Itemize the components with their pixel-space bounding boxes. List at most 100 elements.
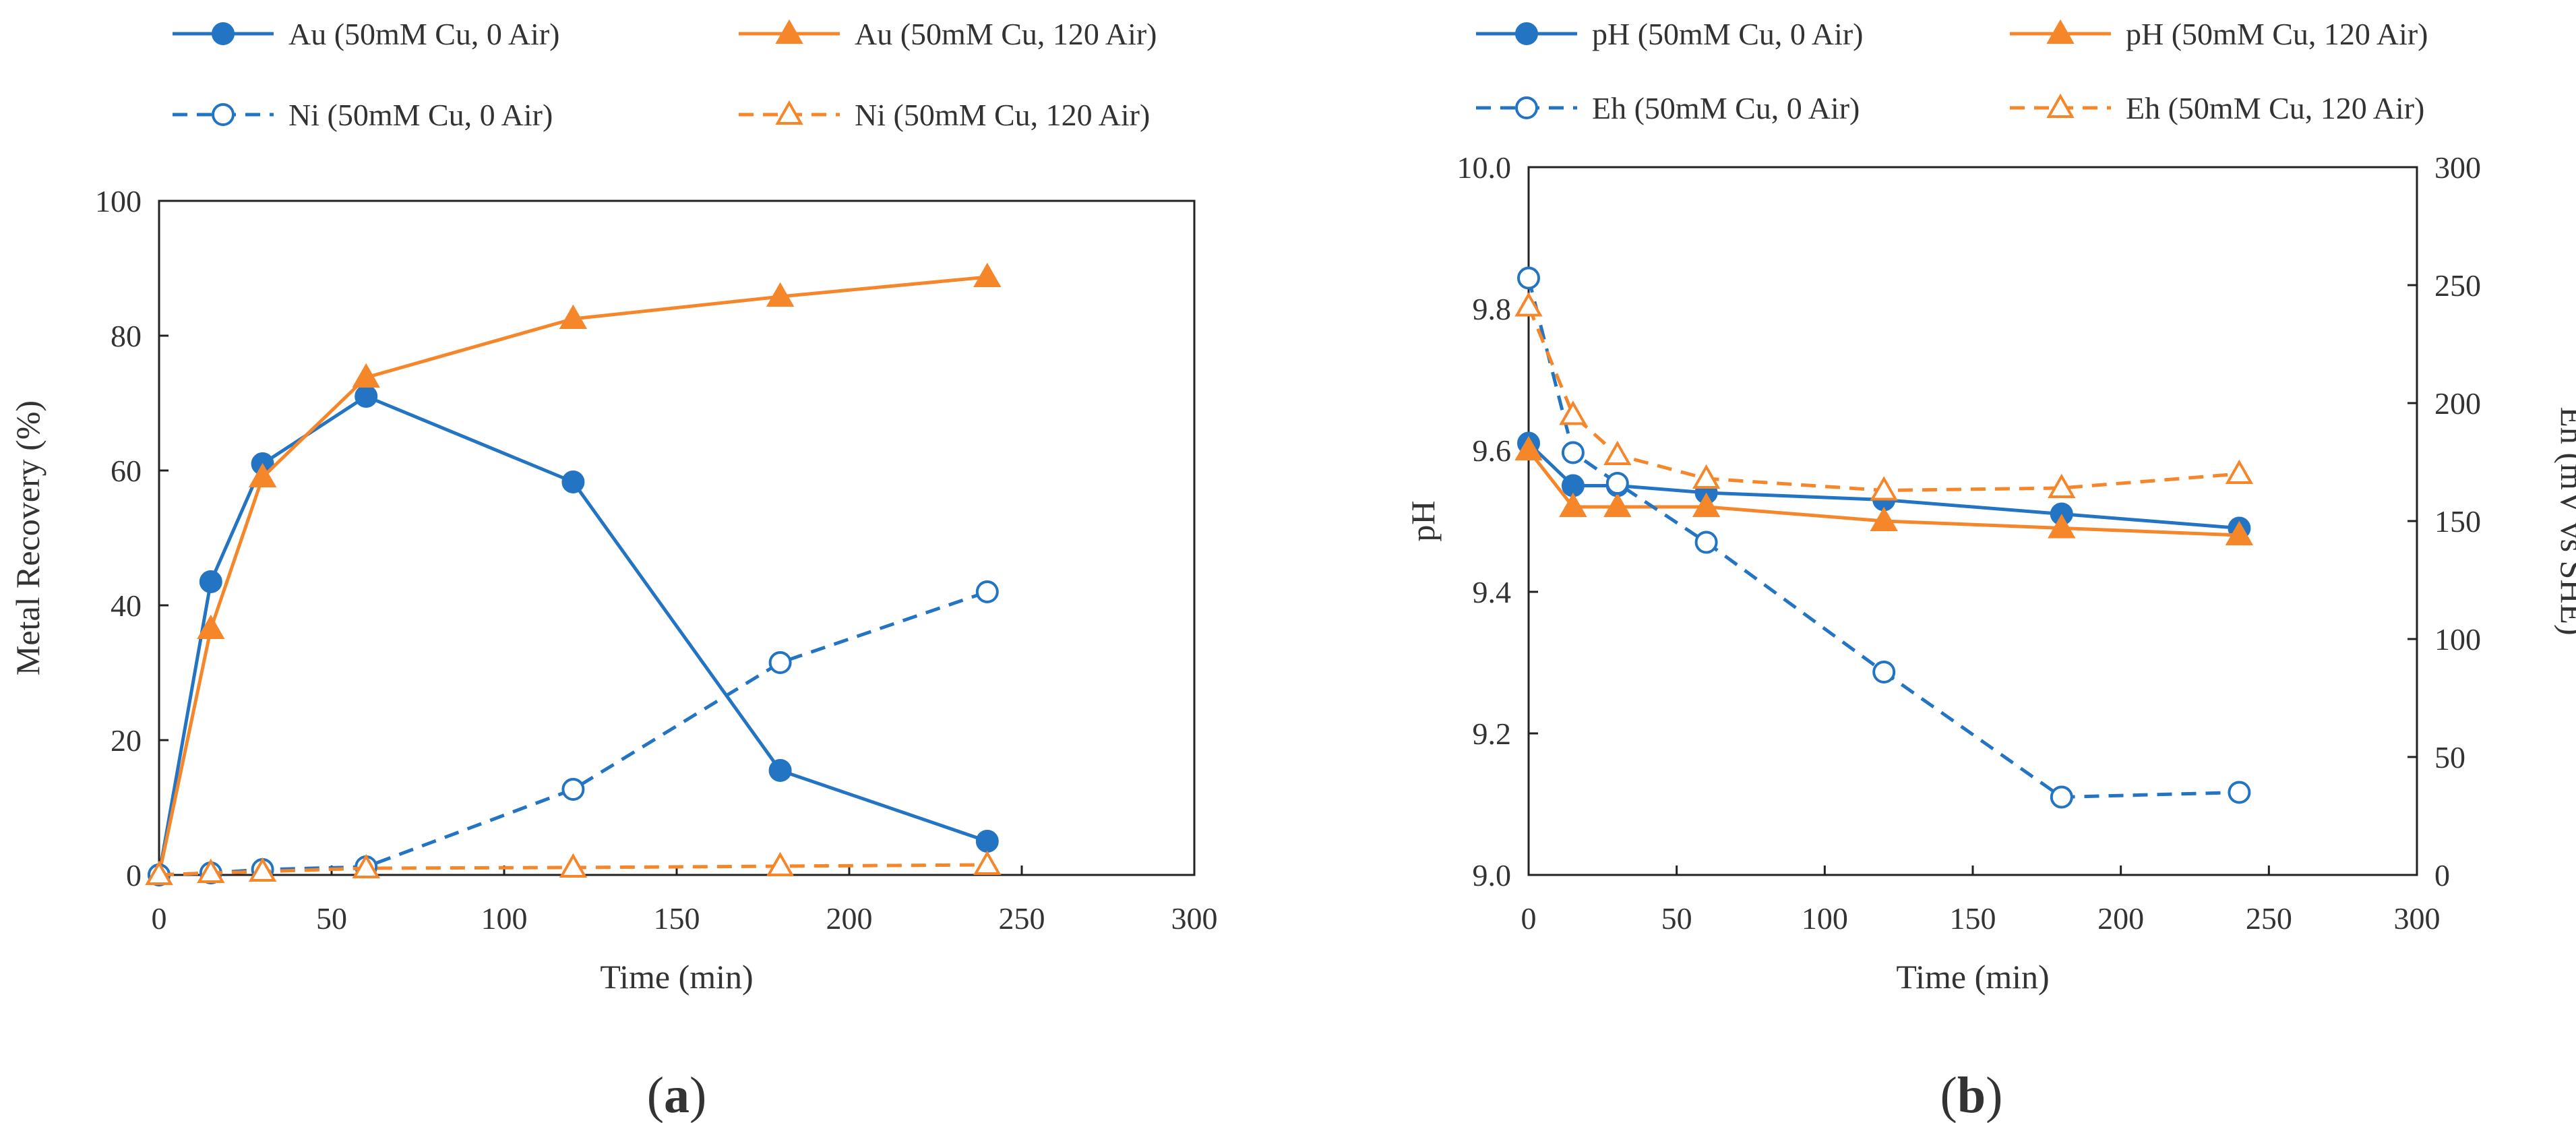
chart-panel-b: 0 50 100 150 200 250 300 9.0 9.2 9.4 9.6 9.8 10.0 0 50…	[1404, 17, 2576, 1123]
data-point	[1692, 464, 1721, 489]
y2-tick-label: 150	[2434, 504, 2481, 539]
legend: pH (50mM Cu, 0 Air) pH (50mM Cu, 120 Air)…	[1476, 17, 2428, 125]
legend-label: Ni (50mM Cu, 0 Air)	[288, 98, 553, 132]
legend-label: Eh (50mM Cu, 120 Air)	[2126, 91, 2424, 125]
data-point	[1870, 506, 1898, 531]
data-point	[1605, 472, 1629, 495]
data-point	[768, 759, 792, 782]
series-3	[1514, 292, 2254, 501]
chart-panel-a: 0 50 100 150 200 250 300 0 20 40 60 80 100 Time (min)…	[9, 17, 1218, 1123]
legend-label: Ni (50mM Cu, 120 Air)	[855, 98, 1150, 132]
y-tick-label: 10.0	[1457, 150, 1512, 185]
y-tick-label: 20	[111, 723, 142, 758]
legend-marker	[775, 100, 803, 125]
legend-marker	[1515, 22, 1538, 45]
series-line	[1527, 305, 2240, 492]
data-point	[975, 830, 999, 853]
data-point	[2048, 514, 2076, 539]
data-point	[1692, 492, 1721, 517]
data-point	[1603, 440, 1632, 465]
data-point	[199, 570, 222, 593]
data-point	[766, 851, 795, 876]
data-point	[768, 651, 792, 674]
y-tick-label: 80	[111, 319, 142, 353]
legend-marker	[212, 103, 235, 126]
series-line	[1527, 277, 2240, 799]
legend-item: Au (50mM Cu, 120 Air)	[739, 17, 1157, 51]
data-point	[248, 857, 277, 882]
y2-axis-label: Eh (mV vs SHE)	[2554, 406, 2576, 635]
y2-tick-label: 100	[2434, 622, 2481, 657]
x-tick-label: 250	[999, 901, 1045, 936]
data-point	[197, 614, 225, 639]
x-tick-label: 200	[826, 901, 873, 936]
x-tick-label: 250	[2246, 901, 2292, 936]
data-point	[248, 462, 277, 487]
data-point	[1559, 400, 1587, 425]
y-tick-label: 100	[95, 184, 142, 218]
legend-item: Ni (50mM Cu, 120 Air)	[739, 98, 1150, 132]
data-point	[766, 282, 795, 307]
x-tick-label: 50	[1661, 901, 1692, 936]
legend-item: Ni (50mM Cu, 0 Air)	[173, 98, 553, 132]
legend-label: Au (50mM Cu, 0 Air)	[288, 17, 560, 51]
series-line	[158, 590, 988, 877]
data-point	[973, 850, 1002, 875]
legend-item: Eh (50mM Cu, 0 Air)	[1476, 91, 1860, 125]
legend-marker	[212, 22, 235, 45]
series-3	[145, 850, 1002, 885]
legend-marker	[2046, 19, 2075, 44]
legend: Au (50mM Cu, 0 Air) Au (50mM Cu, 120 Air)…	[173, 17, 1157, 132]
legend-marker	[2046, 93, 2075, 118]
data-point	[2048, 473, 2076, 498]
legend-item: Eh (50mM Cu, 120 Air)	[2010, 91, 2424, 125]
data-point	[197, 858, 225, 883]
x-tick-label: 150	[1950, 901, 1996, 936]
y-axis-label: Metal Recovery (%)	[9, 400, 47, 675]
data-point	[352, 853, 380, 878]
data-point	[1561, 441, 1585, 464]
y2-tick-label: 0	[2434, 858, 2450, 892]
x-tick-label: 50	[316, 901, 347, 936]
series-2	[1517, 266, 2251, 809]
legend-label: pH (50mM Cu, 0 Air)	[1592, 17, 1864, 51]
legend-item: pH (50mM Cu, 120 Air)	[2010, 17, 2428, 51]
data-point	[559, 853, 588, 878]
x-axis-label: Time (min)	[600, 958, 753, 996]
data-point	[1559, 492, 1587, 517]
data-point	[1872, 661, 1896, 684]
panel-label: (b)	[1940, 1067, 2003, 1123]
y-tick-label: 9.6	[1473, 433, 1512, 468]
legend-marker	[775, 19, 803, 44]
y2-tick-label: 200	[2434, 386, 2481, 421]
y-tick-label: 0	[126, 858, 142, 892]
data-point	[2228, 781, 2251, 804]
data-point	[1870, 476, 1898, 501]
panel-label: (a)	[647, 1067, 707, 1123]
y2-tick-label: 300	[2434, 150, 2481, 185]
data-point	[1514, 292, 1543, 317]
legend-item: Au (50mM Cu, 0 Air)	[173, 17, 560, 51]
data-point	[355, 385, 378, 408]
data-point	[1514, 435, 1543, 460]
x-tick-label: 300	[2394, 901, 2441, 936]
series-2	[148, 580, 999, 886]
y-tick-label: 9.2	[1473, 717, 1512, 751]
data-point	[1694, 530, 1718, 554]
legend-label: pH (50mM Cu, 120 Air)	[2126, 17, 2428, 51]
series-0	[148, 385, 999, 886]
y-tick-label: 9.4	[1473, 575, 1512, 609]
y-tick-label: 9.0	[1473, 858, 1512, 892]
legend-item: pH (50mM Cu, 0 Air)	[1476, 17, 1864, 51]
data-point	[561, 778, 585, 801]
y2-tick-label: 50	[2434, 740, 2465, 775]
data-point	[2225, 459, 2254, 484]
legend-label: Eh (50mM Cu, 0 Air)	[1592, 91, 1860, 125]
legend-label: Au (50mM Cu, 120 Air)	[855, 17, 1157, 51]
y-axis-label: pH	[1404, 500, 1442, 541]
data-point	[352, 363, 380, 388]
data-point	[975, 580, 999, 603]
x-tick-label: 0	[152, 901, 167, 936]
y-tick-label: 9.8	[1473, 292, 1512, 326]
